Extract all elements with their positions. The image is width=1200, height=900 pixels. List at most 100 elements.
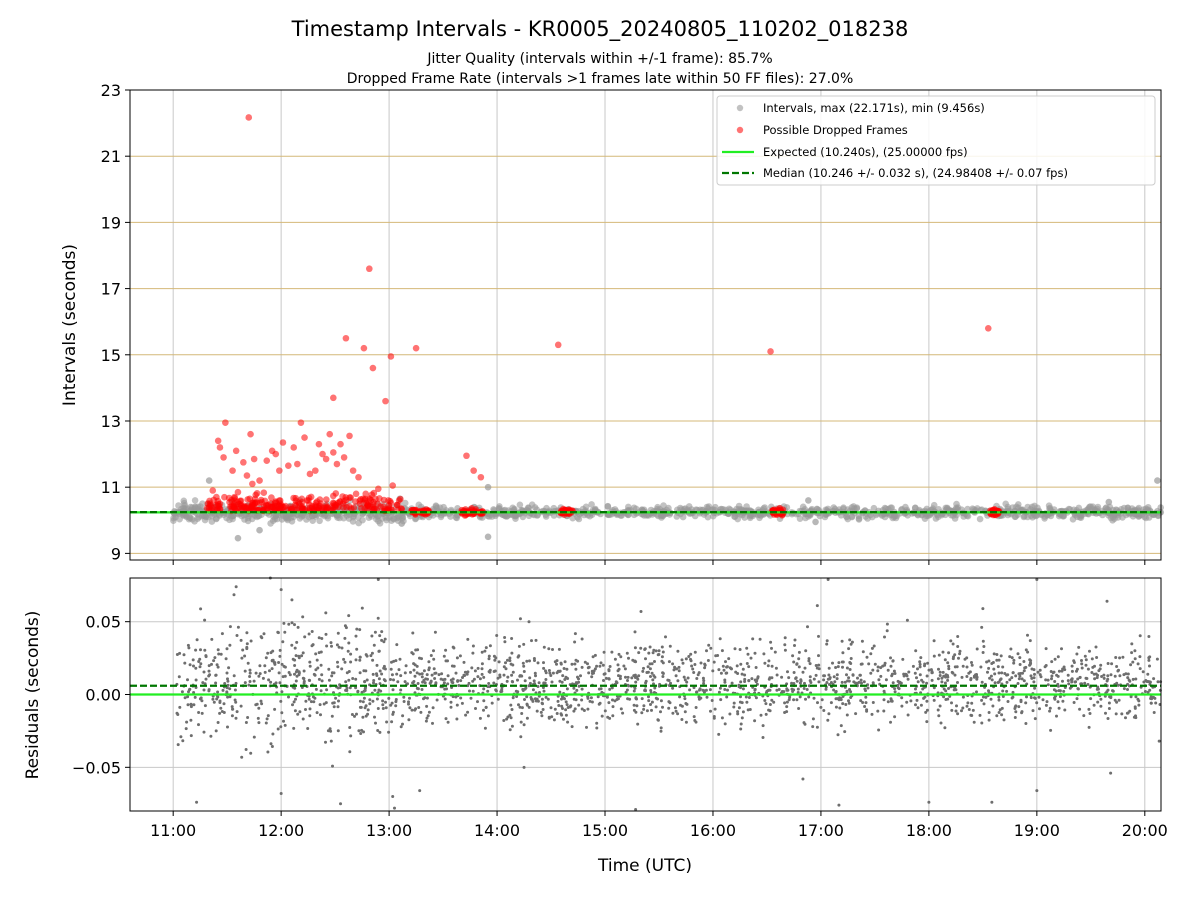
residual-point bbox=[1044, 647, 1048, 651]
residual-point bbox=[579, 674, 582, 678]
residual-point bbox=[401, 722, 404, 726]
legend-expected-label: Expected (10.240s), (25.00000 fps) bbox=[763, 145, 968, 159]
residual-point bbox=[260, 702, 264, 706]
residual-point bbox=[1148, 664, 1151, 668]
residual-point bbox=[646, 670, 650, 674]
residual-point bbox=[792, 682, 796, 685]
residual-point bbox=[685, 680, 689, 684]
residual-point bbox=[569, 704, 573, 708]
residual-point bbox=[961, 706, 965, 710]
residual-point bbox=[1129, 663, 1133, 667]
residual-point bbox=[1000, 671, 1004, 675]
residual-point bbox=[705, 695, 709, 699]
residual-point bbox=[720, 716, 724, 720]
residual-point bbox=[564, 676, 568, 680]
residual-point bbox=[372, 681, 375, 685]
dropped-frame-point bbox=[312, 467, 319, 474]
residual-point bbox=[282, 719, 285, 723]
residual-point bbox=[911, 664, 915, 668]
dropped-frame-point bbox=[315, 440, 323, 448]
residual-point bbox=[387, 730, 391, 734]
residual-point bbox=[1033, 672, 1036, 676]
residual-point bbox=[228, 625, 232, 629]
residual-point bbox=[1001, 689, 1005, 693]
residual-point bbox=[926, 661, 930, 665]
residual-point bbox=[667, 660, 671, 664]
residual-point bbox=[1060, 647, 1063, 651]
residual-point bbox=[293, 709, 297, 713]
residual-point bbox=[1104, 711, 1107, 715]
residual-point bbox=[723, 722, 727, 726]
residual-point bbox=[416, 687, 420, 691]
residual-point bbox=[801, 670, 805, 674]
interval-point bbox=[288, 518, 296, 525]
residual-point bbox=[487, 654, 491, 658]
residual-point bbox=[565, 703, 569, 707]
residual-point bbox=[1046, 683, 1050, 687]
residual-point bbox=[925, 674, 929, 678]
residual-point bbox=[1074, 680, 1078, 684]
residual-point bbox=[574, 681, 578, 685]
residual-point bbox=[727, 657, 731, 661]
residual-point bbox=[580, 707, 584, 711]
residual-point bbox=[723, 678, 727, 682]
residual-point bbox=[587, 671, 591, 675]
residual-point bbox=[293, 658, 297, 662]
residual-point bbox=[972, 675, 976, 679]
residual-point bbox=[446, 674, 450, 678]
residual-point bbox=[482, 699, 486, 703]
dropped-frame-point bbox=[342, 334, 350, 342]
residual-point bbox=[955, 665, 959, 669]
residual-outlier-point bbox=[376, 577, 380, 581]
residual-point bbox=[329, 729, 333, 733]
residual-point bbox=[721, 664, 725, 668]
residual-point bbox=[695, 677, 699, 680]
residual-point bbox=[1082, 714, 1086, 718]
residual-point bbox=[283, 674, 287, 678]
residual-point bbox=[847, 647, 851, 651]
legend-dropped-marker bbox=[736, 126, 744, 134]
residual-point bbox=[1075, 697, 1079, 701]
residual-point bbox=[997, 671, 1001, 675]
residual-point bbox=[488, 644, 492, 648]
residual-point bbox=[580, 687, 584, 691]
residual-point bbox=[756, 676, 760, 680]
residual-point bbox=[258, 664, 262, 668]
dropped-frame-point bbox=[372, 495, 379, 503]
residual-point bbox=[746, 652, 750, 656]
residual-point bbox=[618, 677, 622, 681]
residual-point bbox=[480, 650, 484, 654]
residual-point bbox=[792, 660, 796, 664]
residual-point bbox=[1008, 678, 1012, 682]
residual-point bbox=[419, 710, 423, 714]
residual-point bbox=[336, 686, 340, 690]
residual-point bbox=[482, 708, 485, 712]
interval-point bbox=[194, 515, 201, 522]
residual-point bbox=[643, 648, 647, 651]
residual-point bbox=[831, 661, 834, 665]
residual-point bbox=[644, 681, 648, 685]
residual-point bbox=[919, 703, 923, 707]
residual-outlier-point bbox=[392, 806, 396, 810]
residual-point bbox=[1133, 657, 1137, 661]
residual-point bbox=[193, 695, 197, 699]
residual-point bbox=[187, 690, 190, 694]
residual-point bbox=[336, 705, 340, 709]
residual-point bbox=[905, 618, 909, 622]
residual-point bbox=[896, 679, 900, 683]
residual-point bbox=[185, 720, 189, 724]
residual-point bbox=[785, 700, 789, 704]
residual-point bbox=[785, 687, 789, 691]
residual-point bbox=[972, 720, 976, 724]
residual-point bbox=[383, 637, 387, 641]
interval-outlier-point bbox=[205, 477, 213, 484]
interval-point bbox=[415, 501, 423, 509]
residual-point bbox=[586, 662, 589, 666]
residual-point bbox=[320, 637, 324, 640]
residual-point bbox=[467, 681, 471, 685]
residual-point bbox=[330, 644, 333, 648]
residual-point bbox=[297, 671, 301, 675]
residual-point bbox=[884, 678, 888, 682]
residual-point bbox=[827, 712, 831, 716]
